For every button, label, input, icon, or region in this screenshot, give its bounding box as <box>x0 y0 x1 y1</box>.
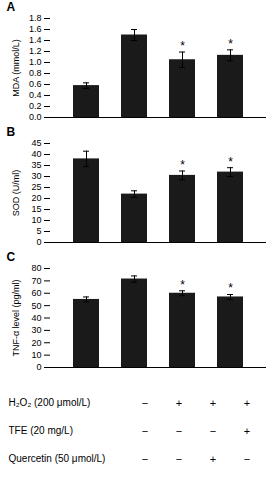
svg-text:5: 5 <box>36 226 41 236</box>
svg-text:40: 40 <box>31 149 41 159</box>
svg-text:0.2: 0.2 <box>29 101 42 111</box>
svg-text:+: + <box>176 397 182 409</box>
svg-text:80: 80 <box>31 263 41 273</box>
svg-text:SOD (U/ml): SOD (U/ml) <box>11 170 21 217</box>
svg-text:*: * <box>180 158 185 172</box>
svg-text:1.4: 1.4 <box>29 35 42 45</box>
svg-text:45: 45 <box>31 138 41 148</box>
svg-text:*: * <box>180 39 185 53</box>
svg-text:15: 15 <box>31 204 41 214</box>
svg-text:0.0: 0.0 <box>29 112 42 122</box>
svg-text:−: − <box>176 425 182 437</box>
svg-text:1.8: 1.8 <box>29 13 42 23</box>
svg-text:10: 10 <box>31 215 41 225</box>
svg-text:−: − <box>176 453 182 465</box>
svg-text:+: + <box>244 397 250 409</box>
svg-text:1.2: 1.2 <box>29 46 42 56</box>
svg-text:1.0: 1.0 <box>29 57 42 67</box>
svg-text:*: * <box>228 155 233 169</box>
svg-text:H₂O₂ (200 μmol/L): H₂O₂ (200 μmol/L) <box>9 397 91 408</box>
svg-text:1.6: 1.6 <box>29 24 42 34</box>
svg-text:0: 0 <box>36 362 41 372</box>
svg-text:+: + <box>244 425 250 437</box>
svg-text:−: − <box>244 453 250 465</box>
svg-text:+: + <box>210 397 216 409</box>
svg-text:A: A <box>7 0 16 14</box>
svg-text:0: 0 <box>36 237 41 247</box>
svg-text:10: 10 <box>31 350 41 360</box>
svg-text:−: − <box>142 453 148 465</box>
svg-text:TNF-α level (pg/ml): TNF-α level (pg/ml) <box>11 279 21 356</box>
svg-text:0.6: 0.6 <box>29 79 42 89</box>
svg-text:B: B <box>7 125 16 139</box>
svg-text:30: 30 <box>31 325 41 335</box>
svg-text:−: − <box>142 397 148 409</box>
svg-text:*: * <box>228 281 233 295</box>
svg-text:50: 50 <box>31 301 41 311</box>
svg-text:0.4: 0.4 <box>29 90 42 100</box>
svg-text:30: 30 <box>31 171 41 181</box>
svg-text:C: C <box>7 250 16 264</box>
svg-text:35: 35 <box>31 160 41 170</box>
svg-text:60: 60 <box>31 288 41 298</box>
svg-text:MDA (mmol/L): MDA (mmol/L) <box>11 39 21 97</box>
svg-text:+: + <box>210 453 216 465</box>
svg-text:*: * <box>180 278 185 292</box>
svg-text:70: 70 <box>31 276 41 286</box>
svg-text:−: − <box>210 425 216 437</box>
svg-text:25: 25 <box>31 182 41 192</box>
svg-text:0.8: 0.8 <box>29 68 42 78</box>
svg-text:Quercetin (50 μmol/L): Quercetin (50 μmol/L) <box>9 453 106 464</box>
svg-text:*: * <box>228 37 233 51</box>
svg-text:TFE (20 mg/L): TFE (20 mg/L) <box>9 425 73 436</box>
svg-text:20: 20 <box>31 338 41 348</box>
svg-text:40: 40 <box>31 313 41 323</box>
svg-text:20: 20 <box>31 193 41 203</box>
svg-text:−: − <box>142 425 148 437</box>
